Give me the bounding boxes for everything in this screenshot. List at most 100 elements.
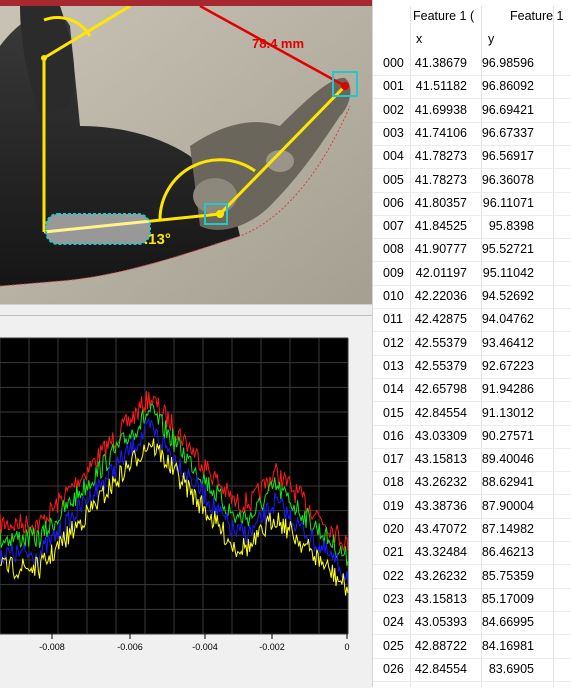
row-index-cell[interactable]: 022 (383, 568, 404, 583)
table-row[interactable]: 018 43.26232 88.62941 (373, 471, 571, 496)
row-index-cell[interactable]: 020 (383, 522, 404, 536)
row-index-cell[interactable]: 009 (383, 265, 404, 280)
y-value-cell[interactable]: 96.67337 (481, 125, 534, 140)
x-value-cell[interactable]: 43.26232 (414, 568, 467, 583)
x-value-cell[interactable]: 42.55379 (414, 358, 467, 373)
y-value-cell[interactable]: 95.52721 (481, 242, 534, 257)
y-value-cell[interactable]: 96.86092 (481, 79, 534, 94)
header-cell[interactable]: Feature 1 ( (413, 9, 475, 23)
x-value-cell[interactable]: 41.51182 (415, 79, 467, 94)
x-value-cell[interactable]: 41.78273 (414, 149, 467, 164)
x-value-cell[interactable]: 43.05393 (414, 615, 467, 630)
row-index-cell[interactable]: 016 (383, 428, 404, 443)
x-value-cell[interactable]: 43.26232 (414, 475, 467, 490)
y-value-cell[interactable]: 95.11042 (482, 265, 534, 280)
row-index-cell[interactable]: 002 (383, 102, 404, 117)
header-cell-y[interactable]: y (488, 32, 495, 46)
table-row[interactable]: 012 42.55379 93.46412 (373, 332, 571, 356)
x-value-cell[interactable]: 42.42875 (414, 312, 467, 327)
x-value-cell[interactable]: 42.01197 (415, 265, 467, 280)
row-index-cell[interactable]: 011 (383, 312, 403, 327)
y-value-cell[interactable]: 96.11071 (482, 195, 534, 210)
camera-image-panel[interactable]: 78.4 mm .13° (0, 6, 372, 304)
y-value-cell[interactable]: 96.98596 (481, 56, 534, 70)
row-index-cell[interactable]: 017 (383, 452, 404, 467)
x-value-cell[interactable]: 42.84554 (414, 405, 467, 420)
row-index-cell[interactable]: 026 (383, 661, 404, 676)
table-row[interactable]: 001 41.51182 96.86092 (373, 75, 571, 100)
table-row[interactable]: 000 41.38679 96.98596 (373, 52, 571, 76)
panel-splitter[interactable] (0, 304, 372, 315)
row-index-cell[interactable]: 000 (383, 56, 404, 70)
y-value-cell[interactable]: 88.62941 (481, 475, 534, 490)
signal-plot-panel[interactable]: -0.008 -0.006 -0.004 -0.002 0 (0, 315, 372, 688)
row-index-cell[interactable]: 013 (383, 358, 404, 373)
x-value-cell[interactable]: 43.38736 (414, 498, 467, 513)
row-index-cell[interactable]: 024 (383, 615, 404, 630)
x-value-cell[interactable]: 41.80357 (414, 195, 467, 210)
table-row[interactable]: 005 41.78273 96.36078 (373, 169, 571, 193)
table-row[interactable]: 015 42.84554 91.13012 (373, 402, 571, 426)
table-row[interactable]: 004 41.78273 96.56917 (373, 145, 571, 170)
row-index-cell[interactable]: 019 (383, 498, 404, 513)
x-value-cell[interactable]: 41.78273 (414, 172, 467, 187)
table-row[interactable]: 006 41.80357 96.11071 (373, 192, 571, 216)
y-value-cell[interactable]: 96.36078 (481, 172, 534, 187)
table-row[interactable]: 008 41.90777 95.52721 (373, 238, 571, 263)
y-value-cell[interactable]: 86.46213 (481, 545, 534, 560)
table-row[interactable]: 007 41.84525 95.8398 (373, 215, 571, 240)
row-index-cell[interactable]: 014 (383, 382, 404, 397)
y-value-cell[interactable]: 87.90004 (481, 498, 534, 513)
row-index-cell[interactable]: 012 (383, 335, 404, 350)
feature-box-tip[interactable] (332, 71, 358, 97)
x-value-cell[interactable]: 41.74106 (414, 125, 467, 140)
y-value-cell[interactable]: 84.16981 (481, 638, 534, 653)
y-value-cell[interactable]: 96.56917 (481, 149, 534, 164)
table-row[interactable]: 014 42.65798 91.94286 (373, 378, 571, 403)
data-table[interactable]: Feature 1 ( Feature 1 x y 000 41.38679 96.… (372, 0, 571, 687)
x-value-cell[interactable]: 43.32484 (414, 545, 467, 560)
x-value-cell[interactable]: 42.22036 (414, 289, 467, 303)
table-row[interactable]: 002 41.69938 96.69421 (373, 99, 571, 123)
row-index-cell[interactable]: 015 (383, 405, 404, 420)
x-value-cell[interactable]: 43.15813 (414, 591, 467, 606)
table-row[interactable]: 019 43.38736 87.90004 (373, 495, 571, 519)
x-value-cell[interactable]: 42.84554 (414, 661, 467, 676)
table-row[interactable]: 021 43.32484 86.46213 (373, 541, 571, 566)
table-row[interactable]: 017 43.15813 89.40046 (373, 448, 571, 473)
x-value-cell[interactable]: 42.65798 (414, 382, 467, 397)
y-value-cell[interactable]: 94.04762 (481, 312, 534, 327)
row-index-cell[interactable]: 010 (383, 289, 404, 303)
x-value-cell[interactable]: 43.03309 (414, 428, 467, 443)
row-index-cell[interactable]: 005 (383, 172, 404, 187)
y-value-cell[interactable]: 83.6905 (488, 661, 534, 676)
y-value-cell[interactable]: 85.75359 (481, 568, 534, 583)
row-index-cell[interactable]: 018 (383, 475, 404, 490)
x-value-cell[interactable]: 42.88722 (414, 638, 467, 653)
y-value-cell[interactable]: 89.40046 (481, 452, 534, 467)
row-index-cell[interactable]: 001 (383, 79, 404, 94)
table-row[interactable]: 003 41.74106 96.67337 (373, 122, 571, 146)
y-value-cell[interactable]: 95.8398 (488, 219, 534, 234)
y-value-cell[interactable]: 91.13012 (481, 405, 534, 420)
x-value-cell[interactable]: 42.55379 (414, 335, 467, 350)
y-value-cell[interactable]: 87.14982 (481, 522, 534, 536)
table-row[interactable]: 026 42.84554 83.6905 (373, 658, 571, 682)
x-value-cell[interactable]: 41.84525 (414, 219, 467, 234)
x-value-cell[interactable]: 41.69938 (414, 102, 467, 117)
y-value-cell[interactable]: 90.27571 (481, 428, 534, 443)
row-index-cell[interactable]: 006 (383, 195, 404, 210)
table-row[interactable]: 023 43.15813 85.17009 (373, 588, 571, 612)
table-row[interactable]: 022 43.26232 85.75359 (373, 565, 571, 589)
row-index-cell[interactable]: 008 (383, 242, 404, 257)
x-value-cell[interactable]: 41.38679 (414, 56, 467, 70)
row-index-cell[interactable]: 007 (383, 219, 404, 234)
feature-box-palm[interactable] (45, 213, 151, 245)
y-value-cell[interactable]: 93.46412 (481, 335, 534, 350)
y-value-cell[interactable]: 91.94286 (481, 382, 534, 397)
table-row[interactable]: 013 42.55379 92.67223 (373, 355, 571, 379)
row-index-cell[interactable]: 003 (383, 125, 404, 140)
y-value-cell[interactable]: 96.69421 (481, 102, 534, 117)
y-value-cell[interactable]: 84.66995 (481, 615, 534, 630)
table-row[interactable]: 011 42.42875 94.04762 (373, 308, 571, 333)
